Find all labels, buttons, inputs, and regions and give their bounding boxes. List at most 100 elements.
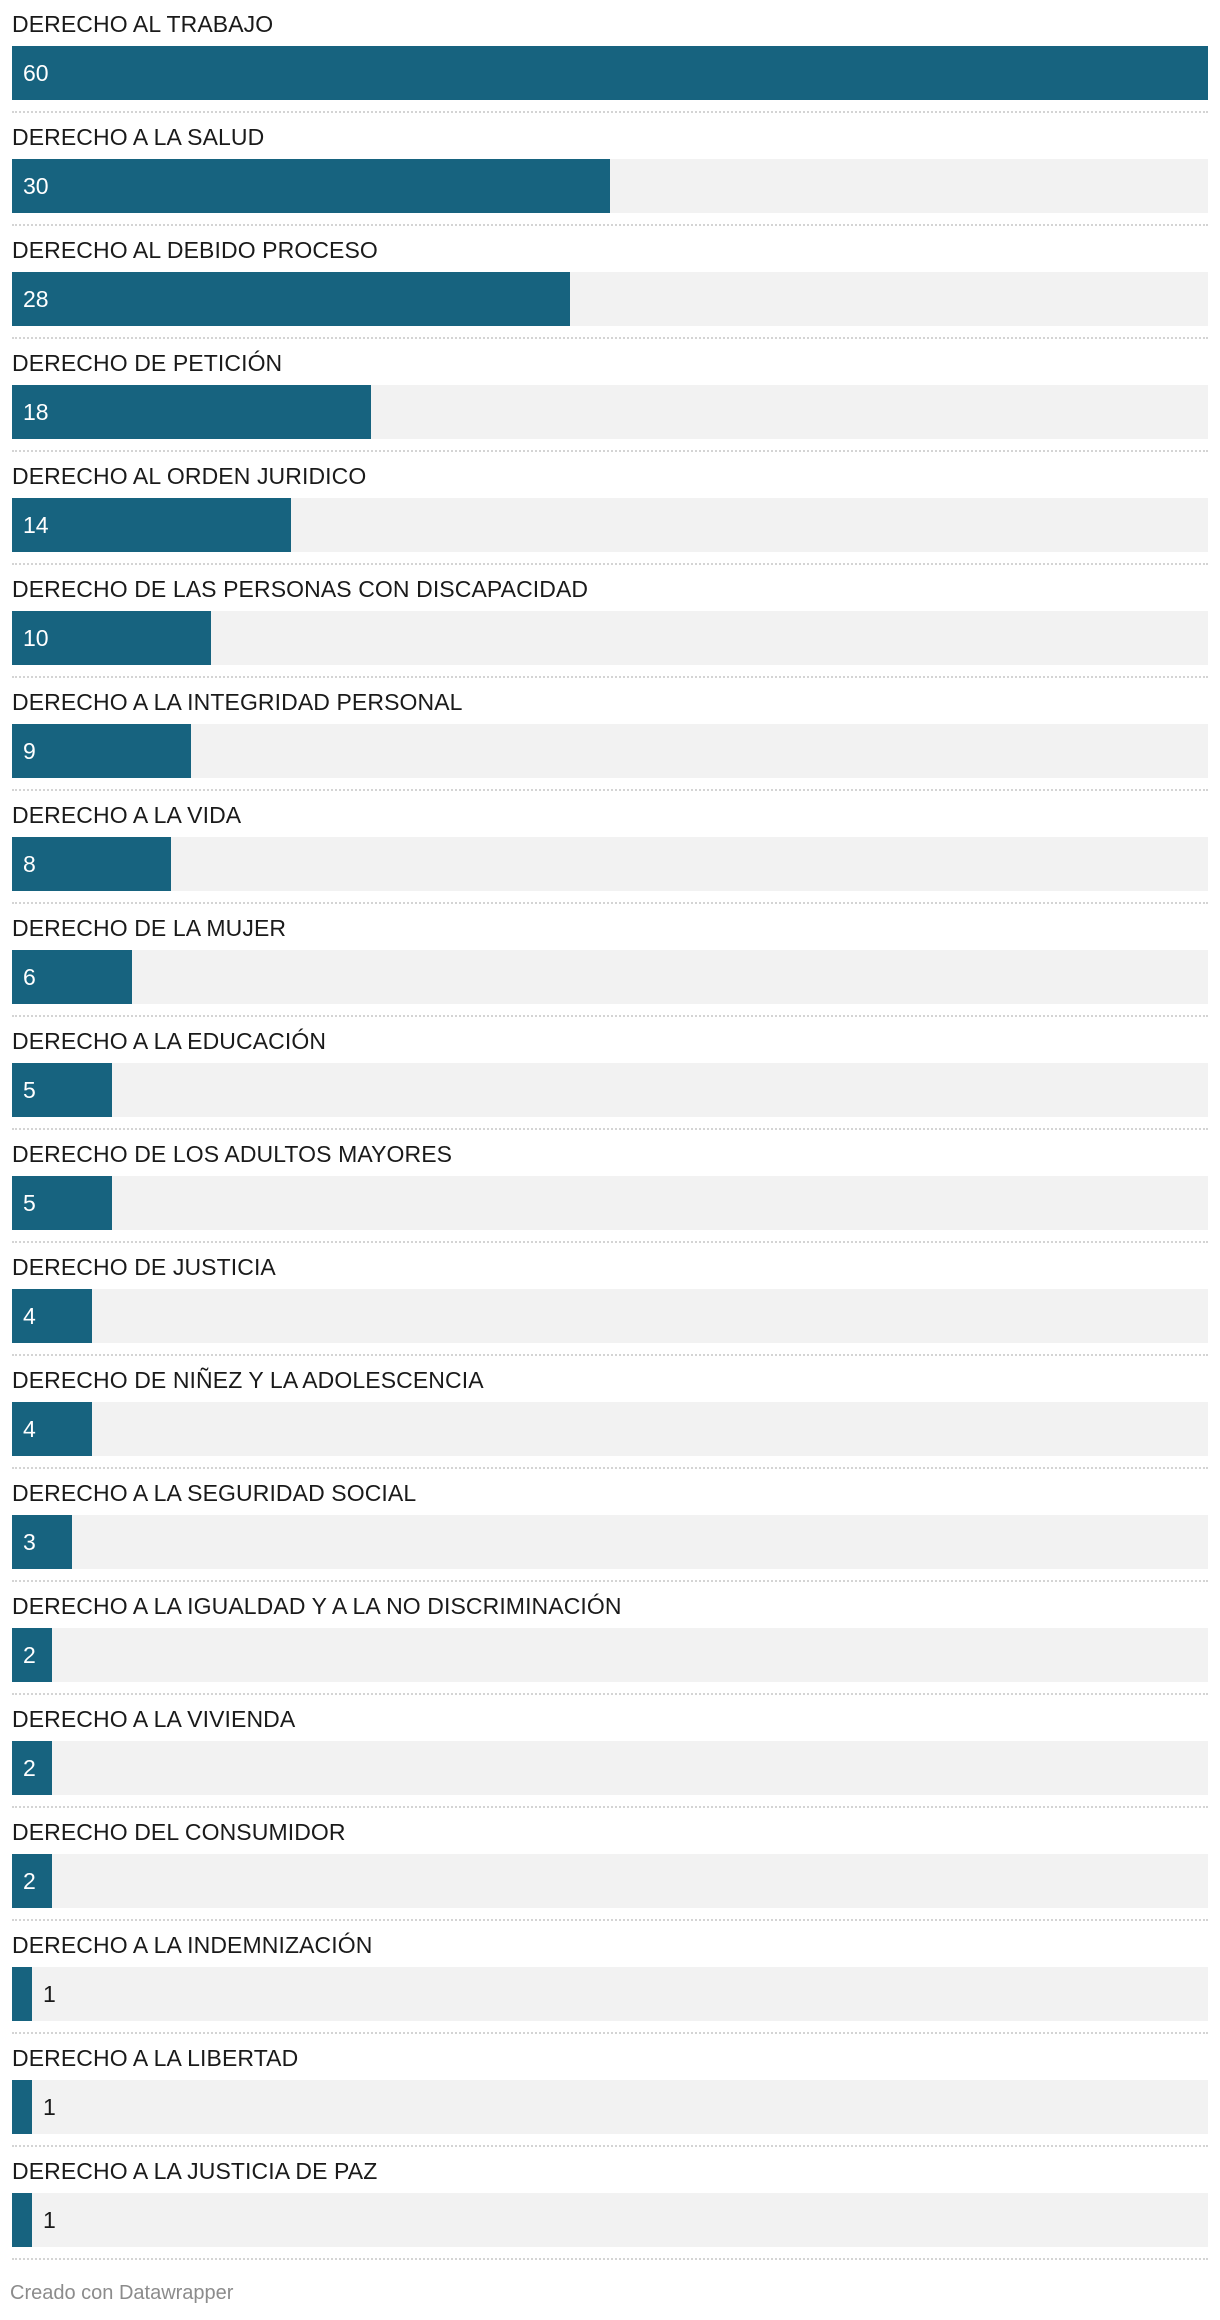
bar-row: DERECHO DEL CONSUMIDOR 2 xyxy=(12,1808,1208,1921)
bar-track: 6 xyxy=(12,950,1208,1004)
bar-value-label: 30 xyxy=(23,173,49,199)
bar xyxy=(12,1741,52,1795)
bar-track: 4 xyxy=(12,1402,1208,1456)
bar-row: DERECHO DE JUSTICIA 4 xyxy=(12,1243,1208,1356)
bar-row: DERECHO A LA IGUALDAD Y A LA NO DISCRIMI… xyxy=(12,1582,1208,1695)
bar-row: DERECHO DE LAS PERSONAS CON DISCAPACIDAD… xyxy=(12,565,1208,678)
category-label: DERECHO DE PETICIÓN xyxy=(12,350,283,376)
bar-chart: DERECHO AL TRABAJO 60 DERECHO A LA SALUD 30… xyxy=(12,0,1208,2260)
bar-track: 28 xyxy=(12,272,1208,326)
bar-track: 8 xyxy=(12,837,1208,891)
bar-value-label: 2 xyxy=(23,1755,36,1781)
bar-row: DERECHO A LA INTEGRIDAD PERSONAL 9 xyxy=(12,678,1208,791)
bar-value-label: 5 xyxy=(23,1190,36,1216)
bar xyxy=(12,724,191,778)
category-label: DERECHO A LA SALUD xyxy=(12,124,265,150)
bar-track: 3 xyxy=(12,1515,1208,1569)
bar-value-label: 4 xyxy=(23,1303,36,1329)
bar-value-label: 1 xyxy=(43,2207,56,2233)
bar-value-label: 14 xyxy=(23,512,49,538)
bar-row: DERECHO A LA EDUCACIÓN 5 xyxy=(12,1017,1208,1130)
category-label: DERECHO A LA VIDA xyxy=(12,802,242,828)
bar-value-label: 1 xyxy=(43,1981,56,2007)
bar-row: DERECHO DE LOS ADULTOS MAYORES 5 xyxy=(12,1130,1208,1243)
bar xyxy=(12,1854,52,1908)
category-label: DERECHO A LA INDEMNIZACIÓN xyxy=(12,1932,373,1958)
category-label: DERECHO DE LAS PERSONAS CON DISCAPACIDAD xyxy=(12,576,589,602)
bar-value-label: 9 xyxy=(23,738,36,764)
bar xyxy=(12,1289,92,1343)
bar-value-label: 3 xyxy=(23,1529,36,1555)
bar xyxy=(12,498,291,552)
bar xyxy=(12,1063,112,1117)
category-label: DERECHO A LA EDUCACIÓN xyxy=(12,1028,327,1054)
bar-track: 1 xyxy=(12,2080,1208,2134)
bar-track: 5 xyxy=(12,1176,1208,1230)
bar-value-label: 18 xyxy=(23,399,49,425)
bar-track: 2 xyxy=(12,1741,1208,1795)
bar-row: DERECHO A LA VIDA 8 xyxy=(12,791,1208,904)
bar-row: DERECHO DE PETICIÓN 18 xyxy=(12,339,1208,452)
category-label: DERECHO A LA INTEGRIDAD PERSONAL xyxy=(12,689,463,715)
bar-row: DERECHO DE NIÑEZ Y LA ADOLESCENCIA 4 xyxy=(12,1356,1208,1469)
bar-value-label: 8 xyxy=(23,851,36,877)
category-label: DERECHO AL TRABAJO xyxy=(12,11,274,37)
bar-value-label: 2 xyxy=(23,1868,36,1894)
bar-value-label: 6 xyxy=(23,964,36,990)
bar xyxy=(12,159,610,213)
bar xyxy=(12,2193,32,2247)
bar-value-label: 4 xyxy=(23,1416,36,1442)
bar-row: DERECHO A LA JUSTICIA DE PAZ 1 xyxy=(12,2147,1208,2260)
bar-track: 5 xyxy=(12,1063,1208,1117)
category-label: DERECHO A LA JUSTICIA DE PAZ xyxy=(12,2158,378,2184)
bar-value-label: 60 xyxy=(23,60,49,86)
bar-value-label: 2 xyxy=(23,1642,36,1668)
bar xyxy=(12,1176,112,1230)
category-label: DERECHO DE LA MUJER xyxy=(12,915,287,941)
bar-row: DERECHO A LA LIBERTAD 1 xyxy=(12,2034,1208,2147)
bar xyxy=(12,837,171,891)
bar-track: 10 xyxy=(12,611,1208,665)
bar xyxy=(12,950,132,1004)
bar-row: DERECHO AL ORDEN JURIDICO 14 xyxy=(12,452,1208,565)
bar-row: DERECHO A LA SEGURIDAD SOCIAL 3 xyxy=(12,1469,1208,1582)
bar xyxy=(12,272,570,326)
bar-value-label: 10 xyxy=(23,625,49,651)
category-label: DERECHO AL ORDEN JURIDICO xyxy=(12,463,367,489)
category-label: DERECHO DE NIÑEZ Y LA ADOLESCENCIA xyxy=(12,1367,484,1393)
bar xyxy=(12,1402,92,1456)
bar xyxy=(12,46,1208,100)
bar-track: 9 xyxy=(12,724,1208,778)
category-label: DERECHO DEL CONSUMIDOR xyxy=(12,1819,346,1845)
bar-row: DERECHO AL TRABAJO 60 xyxy=(12,0,1208,113)
category-label: DERECHO A LA VIVIENDA xyxy=(12,1706,296,1732)
category-label: DERECHO DE LOS ADULTOS MAYORES xyxy=(12,1141,453,1167)
bar-track: 1 xyxy=(12,1967,1208,2021)
category-label: DERECHO A LA IGUALDAD Y A LA NO DISCRIMI… xyxy=(12,1593,622,1619)
bar xyxy=(12,385,371,439)
bar xyxy=(12,1628,52,1682)
bar-track: 2 xyxy=(12,1628,1208,1682)
bar-track: 30 xyxy=(12,159,1208,213)
bar xyxy=(12,1967,32,2021)
bar-row: DERECHO DE LA MUJER 6 xyxy=(12,904,1208,1017)
bar-track: 14 xyxy=(12,498,1208,552)
bar-row: DERECHO A LA SALUD 30 xyxy=(12,113,1208,226)
category-label: DERECHO A LA SEGURIDAD SOCIAL xyxy=(12,1480,417,1506)
bar xyxy=(12,1515,72,1569)
bar xyxy=(12,2080,32,2134)
bar-track: 1 xyxy=(12,2193,1208,2247)
bar-value-label: 28 xyxy=(23,286,49,312)
chart-credit: Creado con Datawrapper xyxy=(10,2282,234,2304)
bar-row: DERECHO AL DEBIDO PROCESO 28 xyxy=(12,226,1208,339)
category-label: DERECHO AL DEBIDO PROCESO xyxy=(12,237,378,263)
bar-value-label: 5 xyxy=(23,1077,36,1103)
bar-track: 18 xyxy=(12,385,1208,439)
bar-row: DERECHO A LA VIVIENDA 2 xyxy=(12,1695,1208,1808)
bar-row: DERECHO A LA INDEMNIZACIÓN 1 xyxy=(12,1921,1208,2034)
bar-track: 4 xyxy=(12,1289,1208,1343)
bar-value-label: 1 xyxy=(43,2094,56,2120)
bar-track: 60 xyxy=(12,46,1208,100)
bar-track: 2 xyxy=(12,1854,1208,1908)
category-label: DERECHO DE JUSTICIA xyxy=(12,1254,276,1280)
